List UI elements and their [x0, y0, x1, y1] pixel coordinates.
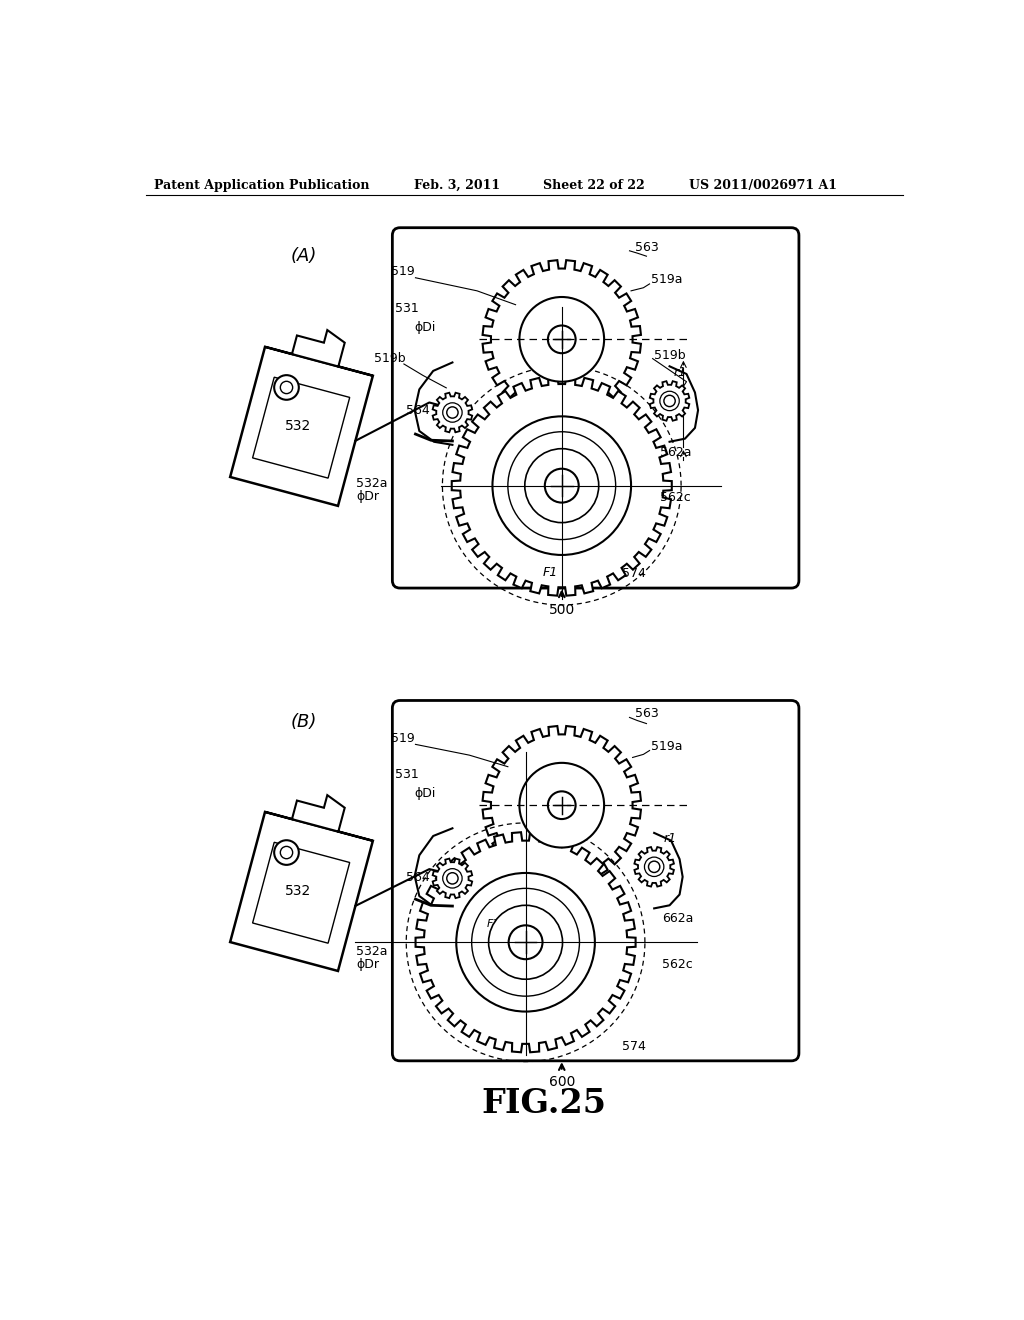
Text: 500: 500 [549, 603, 574, 616]
Polygon shape [265, 330, 373, 376]
Text: ϕDr: ϕDr [356, 490, 379, 503]
Text: T1: T1 [553, 477, 566, 487]
Circle shape [548, 792, 575, 818]
Circle shape [493, 416, 631, 554]
Text: r1: r1 [674, 366, 686, 379]
Text: 532: 532 [285, 420, 310, 433]
Text: 562a: 562a [660, 446, 692, 459]
Circle shape [446, 407, 458, 418]
Text: 562c: 562c [662, 958, 692, 972]
Circle shape [446, 873, 458, 884]
Polygon shape [650, 381, 689, 421]
Text: ϕDi: ϕDi [414, 788, 435, 800]
Text: 519b: 519b [654, 348, 686, 362]
Text: (A): (A) [291, 247, 317, 265]
Text: 532a: 532a [356, 478, 388, 490]
Text: F1: F1 [543, 566, 558, 578]
Text: 519: 519 [391, 265, 415, 279]
Polygon shape [635, 847, 674, 887]
Text: 564: 564 [407, 404, 430, 417]
Text: r1: r1 [664, 832, 677, 845]
Text: Patent Application Publication: Patent Application Publication [154, 180, 370, 193]
Polygon shape [230, 347, 373, 506]
Text: 563: 563 [635, 240, 658, 253]
Text: ϕDi: ϕDi [414, 321, 435, 334]
Polygon shape [452, 376, 672, 595]
Text: 531: 531 [395, 302, 419, 315]
Circle shape [524, 449, 599, 523]
Text: r2: r2 [652, 393, 666, 407]
Text: L1: L1 [541, 462, 556, 475]
Text: T2: T2 [511, 939, 525, 949]
Text: 532a: 532a [356, 945, 388, 958]
Text: 519: 519 [391, 733, 415, 744]
Text: 531: 531 [395, 768, 419, 781]
Polygon shape [482, 726, 641, 884]
Text: L2: L2 [531, 925, 545, 936]
Circle shape [274, 375, 299, 400]
Circle shape [664, 395, 675, 407]
Text: FIG.25: FIG.25 [481, 1088, 606, 1121]
Polygon shape [416, 832, 636, 1052]
Text: 519a: 519a [651, 273, 683, 286]
Text: US 2011/0026971 A1: US 2011/0026971 A1 [689, 180, 837, 193]
Circle shape [457, 873, 595, 1011]
Circle shape [519, 297, 604, 381]
Text: 574: 574 [622, 568, 646, 581]
Polygon shape [230, 812, 373, 972]
Text: (B): (B) [291, 713, 317, 731]
Text: F2: F2 [486, 919, 500, 929]
Polygon shape [433, 858, 472, 898]
Text: 519b: 519b [374, 352, 406, 366]
Circle shape [509, 925, 543, 960]
Text: r2: r2 [637, 862, 649, 875]
Circle shape [274, 841, 299, 865]
Text: 519a: 519a [651, 739, 683, 752]
Text: 563: 563 [635, 706, 658, 719]
Text: 574: 574 [622, 1040, 646, 1053]
Circle shape [488, 906, 562, 979]
Circle shape [648, 861, 659, 873]
Text: 600: 600 [549, 1076, 574, 1089]
Text: 662a: 662a [662, 912, 693, 925]
Text: 562c: 562c [660, 491, 691, 504]
Circle shape [519, 763, 604, 847]
Text: 532: 532 [285, 884, 310, 899]
Polygon shape [433, 393, 472, 432]
Polygon shape [482, 260, 641, 418]
Text: Sheet 22 of 22: Sheet 22 of 22 [543, 180, 644, 193]
Text: 564: 564 [407, 871, 430, 883]
Circle shape [545, 469, 579, 503]
Circle shape [548, 326, 575, 354]
Polygon shape [265, 795, 373, 841]
Text: ϕDr: ϕDr [356, 958, 379, 972]
Text: Feb. 3, 2011: Feb. 3, 2011 [414, 180, 500, 193]
